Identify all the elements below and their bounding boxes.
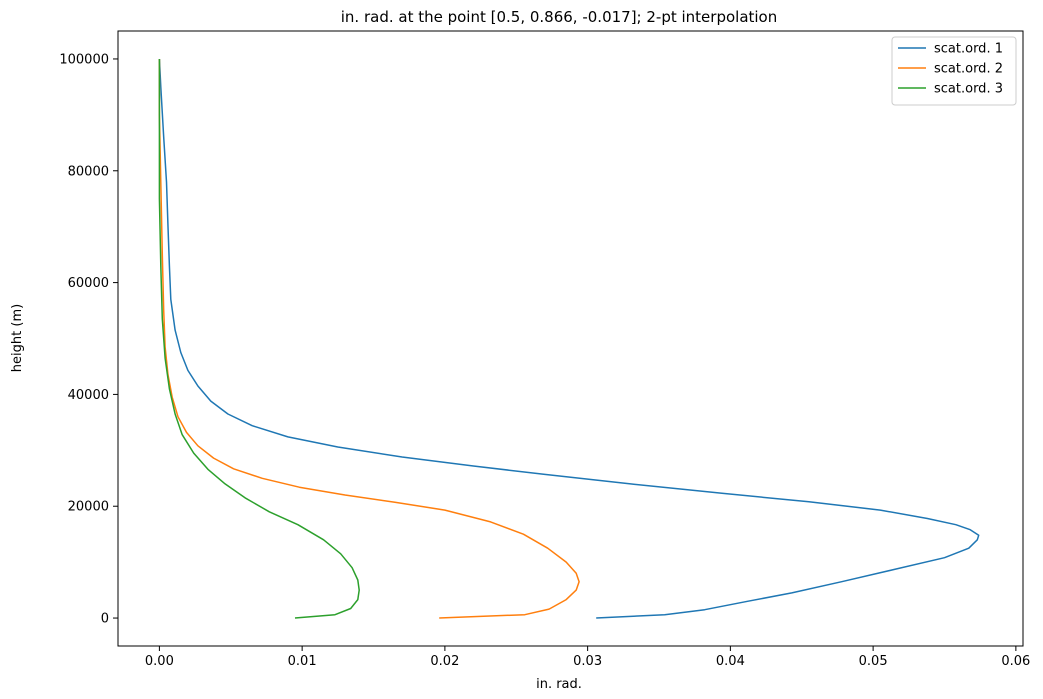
plot-frame [117,30,1024,647]
y-tick-label: 20000 [68,500,109,515]
x-tick-label: 0.05 [859,654,888,669]
plot-lines [158,58,980,619]
y-tick-label: 100000 [59,52,109,67]
series-line-2 [158,59,580,619]
y-axis: 0 20000 40000 60000 80000 100000 [59,52,118,627]
chart-title: in. rad. at the point [0.5, 0.866, -0.01… [341,8,778,26]
legend-label-2: scat.ord. 2 [934,62,1003,77]
x-tick-label: 0.04 [716,654,745,669]
legend-label-1: scat.ord. 1 [934,42,1003,57]
x-tick-label: 0.02 [430,654,459,669]
x-tick-label: 0.03 [573,654,602,669]
y-tick-label: 0 [101,612,109,627]
series-line-1 [158,58,980,619]
legend: scat.ord. 1 scat.ord. 2 scat.ord. 3 [891,36,1017,106]
x-tick-label: 0.06 [1001,654,1030,669]
legend-label-3: scat.ord. 3 [934,82,1003,97]
y-axis-label: height (m) [10,304,25,372]
y-tick-label: 60000 [68,276,109,291]
x-tick-label: 0.01 [288,654,317,669]
x-axis: 0.00 0.01 0.02 0.03 0.04 0.05 0.06 [145,646,1030,669]
y-tick-label: 80000 [68,164,109,179]
x-tick-label: 0.00 [145,654,174,669]
series-line-3 [158,59,360,619]
y-tick-label: 40000 [68,388,109,403]
x-axis-label: in. rad. [536,677,582,692]
